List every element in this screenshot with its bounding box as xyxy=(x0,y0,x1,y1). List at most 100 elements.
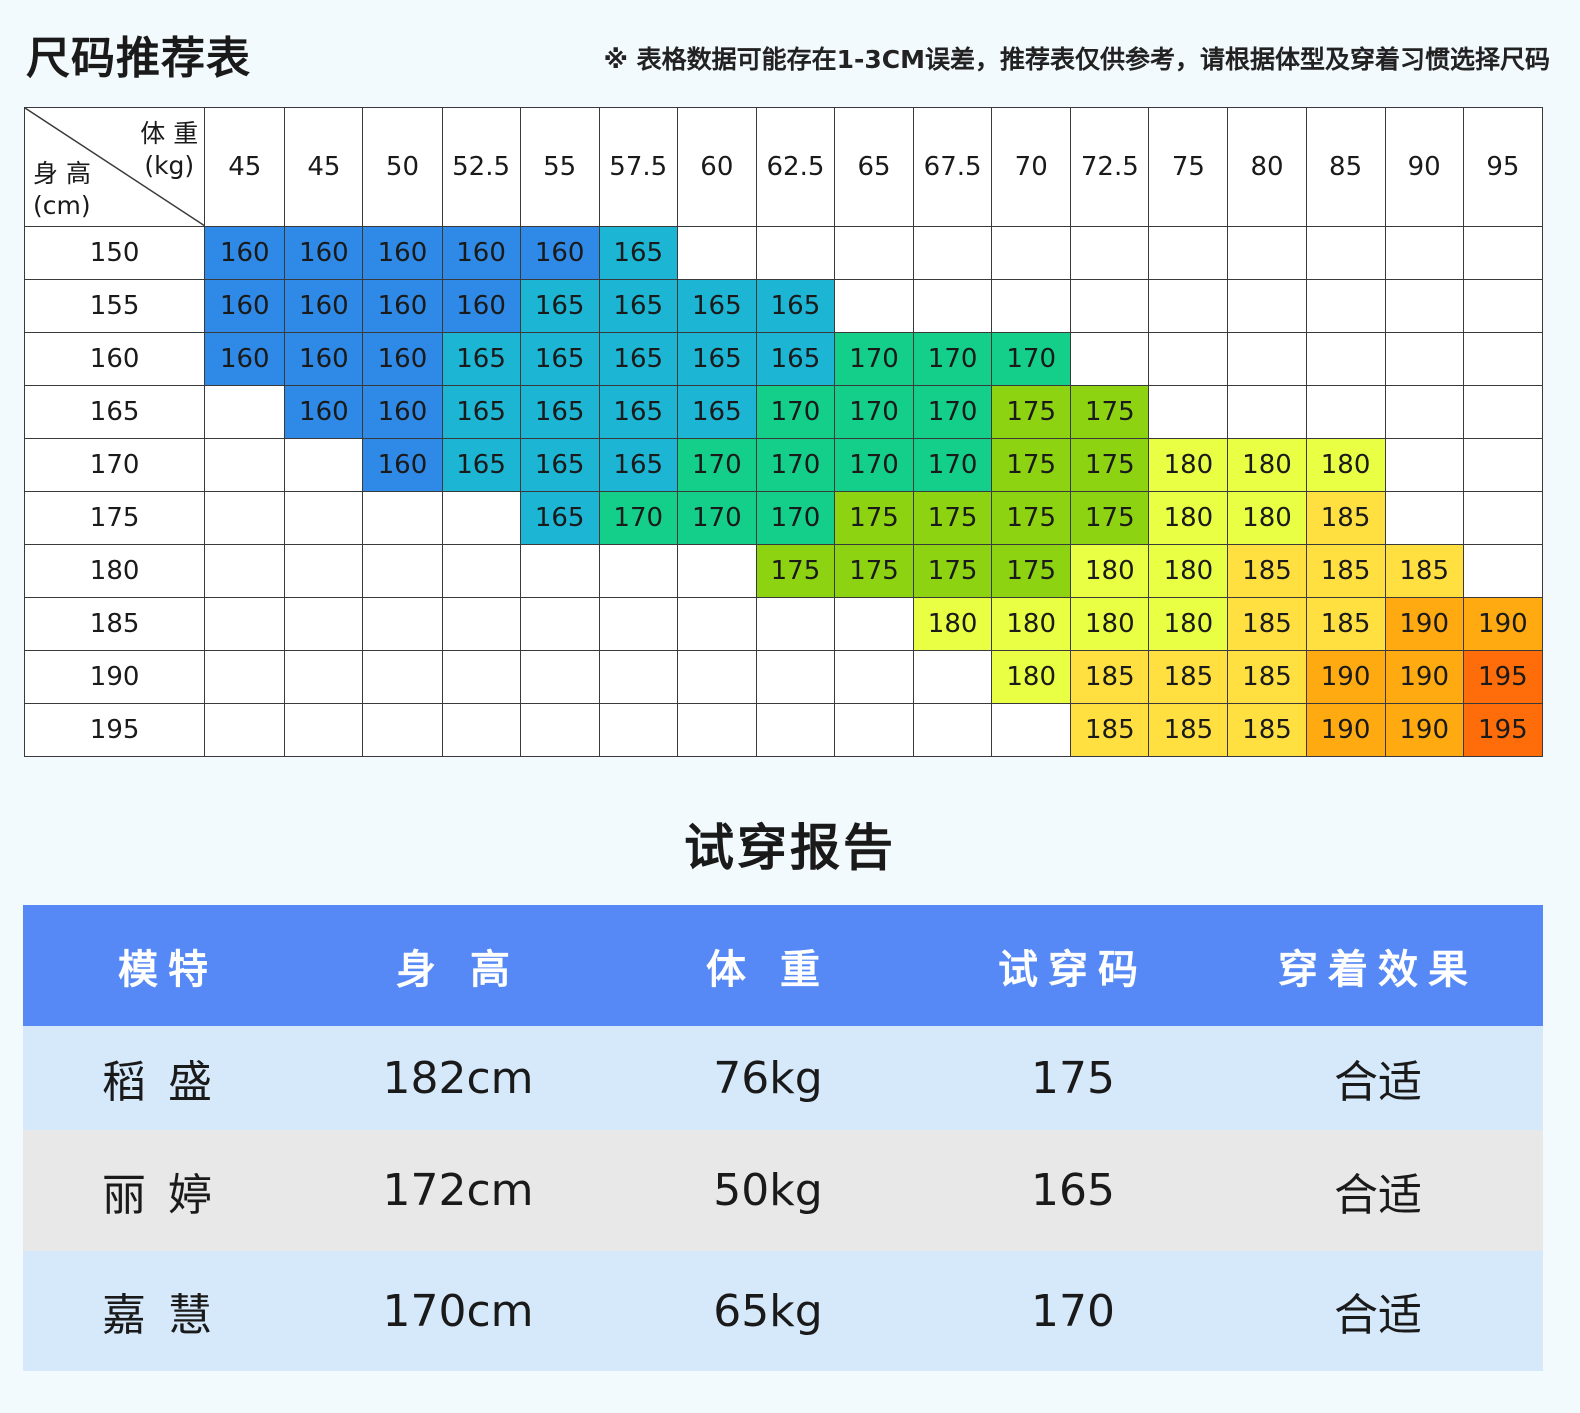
size-cell: 175 xyxy=(991,385,1072,439)
size-cell: 175 xyxy=(913,491,993,545)
empty-size-cell xyxy=(1305,226,1386,280)
empty-size-cell xyxy=(676,703,757,757)
size-cell: 175 xyxy=(1070,491,1150,545)
model-size: 175 xyxy=(933,1026,1213,1130)
size-cell: 170 xyxy=(755,438,835,492)
size-cell: 185 xyxy=(1305,491,1386,545)
size-cell: 170 xyxy=(598,491,678,545)
size-cell: 170 xyxy=(676,491,757,545)
size-cell: 170 xyxy=(913,438,993,492)
size-cell: 185 xyxy=(1227,544,1307,598)
size-cell: 175 xyxy=(755,544,835,598)
empty-size-cell xyxy=(833,279,915,333)
size-cell: 185 xyxy=(1070,703,1150,757)
size-cell: 180 xyxy=(1148,438,1229,492)
empty-size-cell xyxy=(362,703,443,757)
size-cell: 170 xyxy=(755,385,835,439)
empty-size-cell xyxy=(913,703,993,757)
size-cell: 195 xyxy=(1462,703,1544,757)
empty-size-cell xyxy=(1070,332,1150,386)
size-table-row: 170 160 165 165 165 170 170 170 170 175 175 180 180 1… xyxy=(23,438,1544,492)
empty-size-cell xyxy=(204,385,286,439)
weight-label-unit: (kg) xyxy=(144,151,195,180)
column-header-model: 模特 xyxy=(23,905,313,1026)
size-cell: 185 xyxy=(1227,703,1307,757)
size-cell: 175 xyxy=(1070,385,1150,439)
empty-size-cell xyxy=(204,544,286,598)
empty-size-cell xyxy=(362,597,443,651)
size-table-row: 165 160 160 165 165 165 165 170 170 170 175 175 xyxy=(23,385,1544,439)
size-cell: 160 xyxy=(204,279,286,333)
empty-size-cell xyxy=(598,597,678,651)
size-cell: 180 xyxy=(991,650,1072,704)
size-cell: 160 xyxy=(519,226,600,280)
size-cell: 160 xyxy=(284,385,364,439)
empty-size-cell xyxy=(519,650,600,704)
size-cell: 165 xyxy=(676,332,757,386)
empty-size-cell xyxy=(1462,385,1544,439)
empty-size-cell xyxy=(1462,491,1544,545)
report-row: 稻盛 182cm 76kg 175 合适 xyxy=(23,1026,1543,1130)
report-row: 嘉慧 170cm 65kg 170 合适 xyxy=(23,1251,1543,1371)
size-cell: 180 xyxy=(1227,438,1307,492)
empty-size-cell xyxy=(1384,438,1464,492)
report-row: 丽婷 172cm 50kg 165 合适 xyxy=(23,1130,1543,1251)
weight-header-cell: 90 xyxy=(1384,107,1464,227)
empty-size-cell xyxy=(833,597,915,651)
size-cell: 185 xyxy=(1384,544,1464,598)
model-size: 165 xyxy=(933,1130,1213,1251)
empty-size-cell xyxy=(991,279,1072,333)
size-cell: 165 xyxy=(519,438,600,492)
size-cell: 190 xyxy=(1462,597,1544,651)
weight-axis-label: 体 重 (kg) xyxy=(140,118,198,182)
empty-size-cell xyxy=(1462,226,1544,280)
size-cell: 160 xyxy=(284,226,364,280)
height-row-header: 170 xyxy=(23,438,206,492)
column-header-fit: 穿着效果 xyxy=(1213,905,1543,1026)
empty-size-cell xyxy=(441,597,521,651)
model-height: 182cm xyxy=(313,1026,603,1130)
weight-header-cell: 52.5 xyxy=(441,107,521,227)
size-cell: 170 xyxy=(991,332,1072,386)
empty-size-cell xyxy=(204,491,286,545)
size-cell: 160 xyxy=(362,332,443,386)
empty-size-cell xyxy=(676,226,757,280)
empty-size-cell xyxy=(284,491,364,545)
weight-header-cell: 80 xyxy=(1227,107,1307,227)
size-cell: 160 xyxy=(441,226,521,280)
empty-size-cell xyxy=(1227,279,1307,333)
size-cell: 170 xyxy=(833,385,915,439)
empty-size-cell xyxy=(204,438,286,492)
size-cell: 170 xyxy=(833,332,915,386)
empty-size-cell xyxy=(991,226,1072,280)
height-row-header: 190 xyxy=(23,650,206,704)
empty-size-cell xyxy=(204,650,286,704)
weight-header-cell: 95 xyxy=(1462,107,1544,227)
empty-size-cell xyxy=(519,703,600,757)
height-row-header: 150 xyxy=(23,226,206,280)
weight-header-cell: 55 xyxy=(519,107,600,227)
empty-size-cell xyxy=(1305,385,1386,439)
size-cell: 165 xyxy=(519,385,600,439)
disclaimer-note: ※ 表格数据可能存在1-3CM误差，推荐表仅供参考，请根据体型及穿着习惯选择尺码 xyxy=(603,45,1550,74)
size-cell: 160 xyxy=(362,385,443,439)
size-cell: 170 xyxy=(833,438,915,492)
size-cell: 165 xyxy=(519,279,600,333)
empty-size-cell xyxy=(1462,544,1544,598)
weight-label-text: 体 重 xyxy=(140,119,199,148)
height-row-header: 155 xyxy=(23,279,206,333)
empty-size-cell xyxy=(1227,385,1307,439)
empty-size-cell xyxy=(519,544,600,598)
empty-size-cell xyxy=(991,703,1072,757)
empty-size-cell xyxy=(284,650,364,704)
fitting-report-table: 模特 身 高 体 重 试穿码 穿着效果 稻盛 182cm 76kg 175 合适… xyxy=(23,905,1543,1371)
size-cell: 165 xyxy=(441,385,521,439)
empty-size-cell xyxy=(913,650,993,704)
weight-header-cell: 60 xyxy=(676,107,757,227)
size-cell: 180 xyxy=(1305,438,1386,492)
size-cell: 175 xyxy=(991,544,1072,598)
model-name: 丽婷 xyxy=(23,1130,313,1251)
model-fit: 合适 xyxy=(1213,1026,1543,1130)
size-cell: 165 xyxy=(441,332,521,386)
empty-size-cell xyxy=(1384,332,1464,386)
